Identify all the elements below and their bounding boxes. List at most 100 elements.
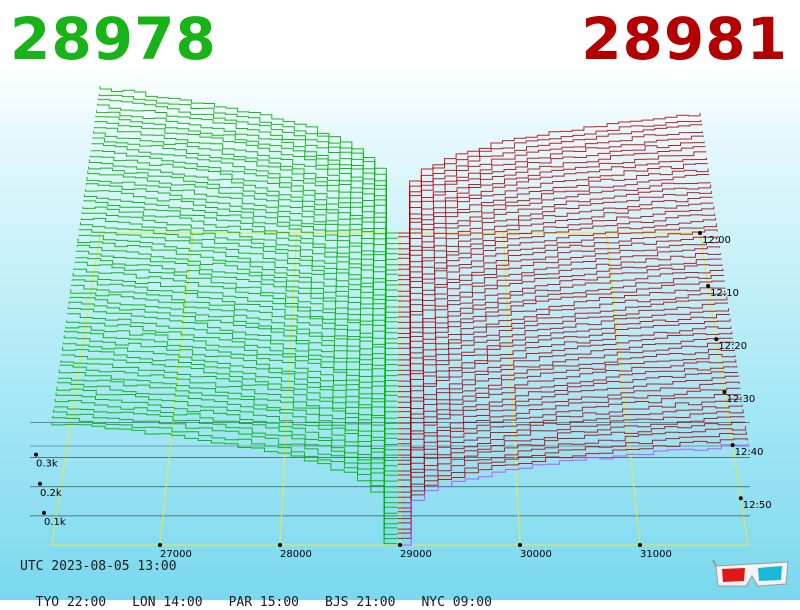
ask-price: 28981 [581, 5, 788, 73]
ask-depth-line [397, 326, 732, 435]
bid-depth-line [88, 159, 398, 301]
utc-time: UTC 2023-08-05 13:00 [20, 559, 177, 574]
bid-depth-series [51, 86, 398, 545]
ask-depth-line [397, 398, 742, 504]
clock-paris: PAR 15:00 [228, 595, 300, 610]
ask-depth-line [397, 318, 731, 430]
ask-depth-line [397, 426, 747, 530]
ask-depth-line [397, 438, 748, 539]
ask-depth-line [398, 184, 712, 302]
depth-tick-label: 0.1k [44, 517, 66, 528]
clock-tokyo: TYO 22:00 [35, 595, 107, 610]
bid-depth-line [87, 170, 398, 313]
clock-london: LON 14:00 [132, 595, 203, 610]
ask-depth-line [397, 229, 718, 345]
ask-depth-line [397, 404, 743, 509]
depth-tick-label: 0.2k [40, 488, 62, 499]
bid-depth-line [72, 272, 398, 408]
bid-depth-line [71, 284, 398, 419]
bid-depth-line [77, 238, 398, 377]
bid-depth-line [93, 127, 398, 271]
ask-depth-line [397, 258, 722, 371]
bid-depth-line [56, 387, 398, 514]
time-tick-label: 12:50 [743, 500, 772, 511]
ask-depth-line [397, 337, 733, 445]
bid-depth-line [78, 234, 398, 371]
depth-tick-mark [38, 481, 42, 486]
bid-depth-line [88, 166, 398, 308]
bid-depth-line [91, 143, 398, 286]
ask-depth-line [397, 365, 738, 472]
x-tick-label: 30000 [520, 549, 552, 560]
bid-depth-line [84, 189, 398, 329]
ask-depth-line [397, 241, 720, 356]
bid-depth-line [58, 377, 398, 504]
time-tick-label: 12:00 [702, 235, 731, 246]
ask-depth-line [397, 275, 725, 387]
ask-depth-line [398, 151, 707, 270]
ask-depth-line [397, 421, 746, 524]
bid-depth-line [76, 244, 398, 381]
ask-depth-line [397, 217, 716, 334]
time-tick-mark [730, 443, 735, 448]
3d-glasses-icon[interactable] [712, 556, 792, 590]
time-tick-mark [722, 390, 727, 395]
ask-depth-line [397, 202, 714, 318]
x-tick-label: 31000 [640, 549, 672, 560]
ask-depth-line [397, 206, 715, 323]
ask-depth-line [397, 394, 742, 498]
x-tick-mark [518, 543, 522, 547]
ask-depth-line [397, 354, 736, 461]
ask-depth-line [397, 348, 735, 456]
bid-depth-line [58, 369, 398, 498]
ask-depth-line [397, 387, 741, 493]
price-gridline [279, 232, 298, 546]
bid-depth-line [98, 93, 398, 239]
bid-depth-line [51, 422, 398, 545]
bid-depth-line [70, 289, 398, 424]
ask-depth-line [398, 146, 706, 266]
bid-depth-line [68, 301, 398, 435]
clock-beijing: BJS 21:00 [325, 595, 396, 610]
bid-depth-line [62, 342, 398, 472]
bid-depth-line [61, 354, 398, 482]
ask-depth-line [397, 213, 716, 329]
bid-depth-line [67, 306, 398, 439]
bid-depth-line [82, 206, 398, 344]
ask-depth-line [397, 253, 721, 366]
ask-depth-line [397, 313, 730, 424]
time-tick-mark [698, 231, 702, 235]
bid-depth-line [52, 415, 398, 540]
bid-depth-line [75, 257, 398, 393]
clock-newyork: NYC 09:00 [421, 595, 492, 610]
time-tick-label: 12:30 [726, 394, 755, 405]
bid-depth-line [54, 398, 398, 525]
ask-depth-line [397, 268, 724, 382]
bid-depth-line [93, 131, 398, 275]
ask-depth-line [397, 264, 723, 376]
ask-depth-line [397, 341, 734, 451]
ask-depth-line [398, 191, 712, 308]
ask-depth-line [398, 168, 709, 286]
ask-depth-line [397, 296, 728, 408]
bid-depth-line [80, 217, 398, 356]
price-gridline [502, 232, 521, 546]
ask-depth-line [397, 280, 725, 393]
ask-depth-line [397, 359, 737, 465]
bid-depth-line [99, 86, 398, 234]
bid-depth-line [65, 326, 398, 456]
ask-depth-line [397, 292, 727, 403]
ask-depth-line [398, 181, 711, 297]
bid-depth-line [85, 183, 398, 323]
ask-depth-line [397, 331, 733, 440]
bid-depth-line [59, 364, 398, 493]
x-tick-label: 27000 [160, 549, 192, 560]
bid-depth-line [55, 392, 398, 520]
bid-depth-line [69, 296, 398, 430]
ask-depth-line [397, 409, 744, 513]
time-tick-mark [706, 284, 711, 289]
ask-depth-line [398, 157, 707, 276]
bid-depth-line [97, 98, 398, 245]
bid-depth-line [74, 261, 398, 396]
depth-tick-label: 0.3k [36, 459, 58, 470]
